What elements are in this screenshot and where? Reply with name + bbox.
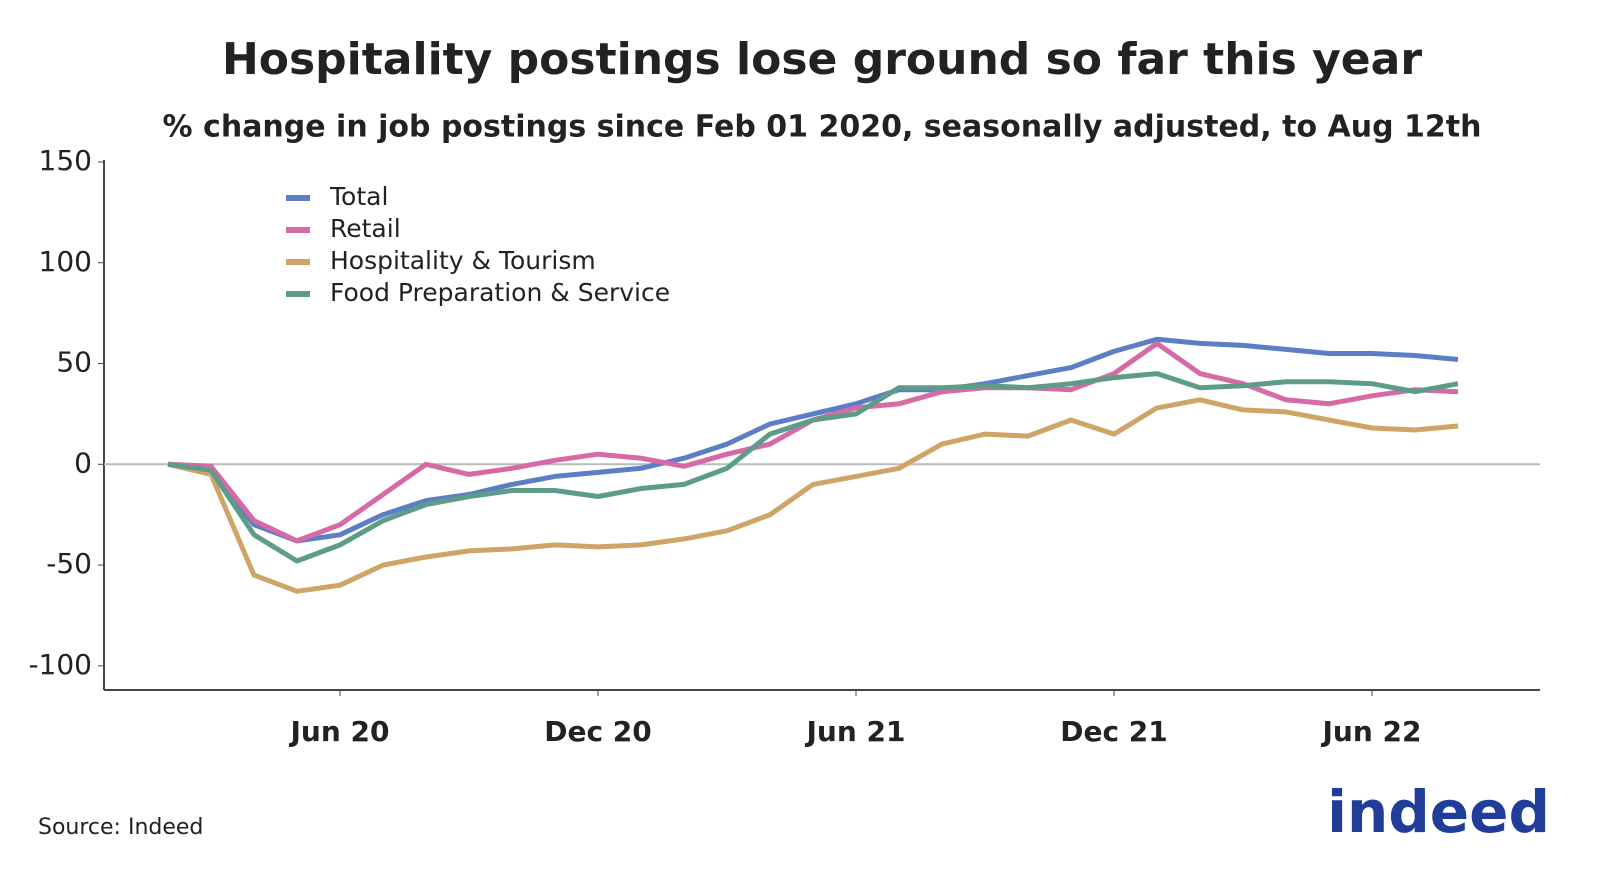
series-line bbox=[167, 371, 1459, 564]
chart-title: Hospitality postings lose ground so far … bbox=[222, 34, 1422, 85]
y-tick-label: 150 bbox=[39, 144, 92, 177]
x-tick-label: Jun 22 bbox=[1321, 715, 1422, 748]
x-tick-label: Jun 20 bbox=[289, 715, 390, 748]
legend-label: Food Preparation & Service bbox=[330, 278, 670, 307]
y-tick-label: 50 bbox=[56, 346, 92, 379]
y-tick-label: 100 bbox=[39, 245, 92, 278]
y-tick-label: -100 bbox=[28, 648, 92, 681]
series-line bbox=[167, 336, 1459, 544]
series-line bbox=[167, 397, 1459, 594]
source: Source: Indeed bbox=[38, 815, 203, 840]
y-tick-label: -50 bbox=[46, 547, 92, 580]
x-tick-label: Dec 21 bbox=[1060, 715, 1168, 748]
logo: indeed bbox=[1327, 778, 1550, 846]
series-line bbox=[167, 340, 1459, 544]
y-tick-label: 0 bbox=[74, 446, 92, 479]
x-tick-label: Dec 20 bbox=[544, 715, 652, 748]
x-tick-label: Jun 21 bbox=[805, 715, 906, 748]
legend-label: Hospitality & Tourism bbox=[330, 246, 596, 275]
chart-subtitle: % change in job postings since Feb 01 20… bbox=[163, 110, 1482, 145]
legend-label: Retail bbox=[330, 214, 401, 243]
legend-label: Total bbox=[329, 182, 388, 211]
